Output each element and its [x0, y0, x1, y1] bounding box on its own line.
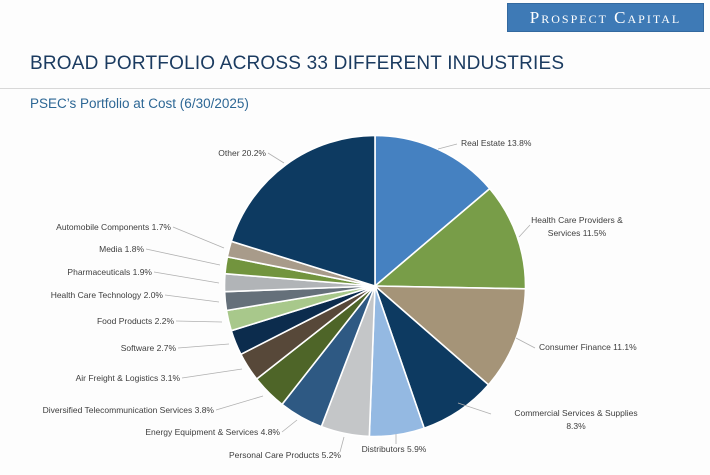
leader-line-health-care-technology [164, 294, 220, 303]
pie-label-consumer-finance: Consumer Finance 11.1% [539, 342, 637, 352]
logo-text: Prospect Capital [529, 7, 682, 27]
prospect-capital-logo: Prospect Capital [507, 3, 704, 32]
pie-label-health-care-providers-services-line1: Health Care Providers & [531, 215, 623, 225]
title-divider [0, 88, 710, 89]
leader-line-real-estate [437, 143, 458, 150]
leader-line-commercial-services-supplies [457, 402, 492, 415]
leader-line-consumer-finance [515, 337, 536, 349]
leader-line-pharmaceuticals [153, 271, 220, 284]
pie-label-health-care-providers-services-line2: Services 11.5% [548, 228, 607, 238]
pie-segment-other [230, 134, 376, 287]
pie-label-energy-equipment-services: Energy Equipment & Services 4.8% [145, 427, 280, 437]
leader-line-automobile-components [172, 226, 225, 249]
pie-label-personal-care-products: Personal Care Products 5.2% [229, 450, 341, 460]
leader-line-diversified-telecommunication-services [215, 395, 264, 411]
leader-line-food-products [175, 320, 223, 323]
leader-line-health-care-providers-services [518, 224, 531, 238]
pie-label-distributors: Distributors 5.9% [362, 444, 427, 454]
leader-line-software [177, 343, 230, 349]
pie-segment-health-care-providers-services [374, 187, 527, 290]
pie-label-diversified-telecommunication-services: Diversified Telecommunication Services 3… [43, 405, 215, 415]
pie-label-commercial-services-supplies-line2: 8.3% [566, 421, 586, 431]
pie-label-commercial-services-supplies-line1: Commercial Services & Supplies [514, 408, 637, 418]
pie-label-food-products: Food Products 2.2% [97, 316, 174, 326]
pie-label-automobile-components: Automobile Components 1.7% [56, 222, 171, 232]
leader-line-air-freight-logistics [181, 368, 243, 379]
pie-segment-consumer-finance [374, 285, 527, 386]
leader-line-energy-equipment-services [281, 419, 298, 433]
leader-line-other [267, 152, 285, 164]
pie-label-other: Other 20.2% [218, 148, 266, 158]
pie-label-real-estate: Real Estate 13.8% [461, 138, 532, 148]
chart-subtitle: PSEC’s Portfolio at Cost (6/30/2025) [30, 96, 249, 111]
page-title: BROAD PORTFOLIO ACROSS 33 DIFFERENT INDU… [30, 53, 565, 74]
leader-line-media [145, 248, 221, 266]
leader-line-personal-care-products [339, 436, 345, 453]
pie-segment-real-estate [374, 134, 491, 287]
pie-label-software: Software 2.7% [121, 343, 177, 353]
pie-label-media: Media 1.8% [99, 244, 144, 254]
pie-label-pharmaceuticals: Pharmaceuticals 1.9% [67, 267, 152, 277]
pie-label-health-care-technology: Health Care Technology 2.0% [51, 290, 164, 300]
pie-label-air-freight-logistics: Air Freight & Logistics 3.1% [76, 373, 181, 383]
